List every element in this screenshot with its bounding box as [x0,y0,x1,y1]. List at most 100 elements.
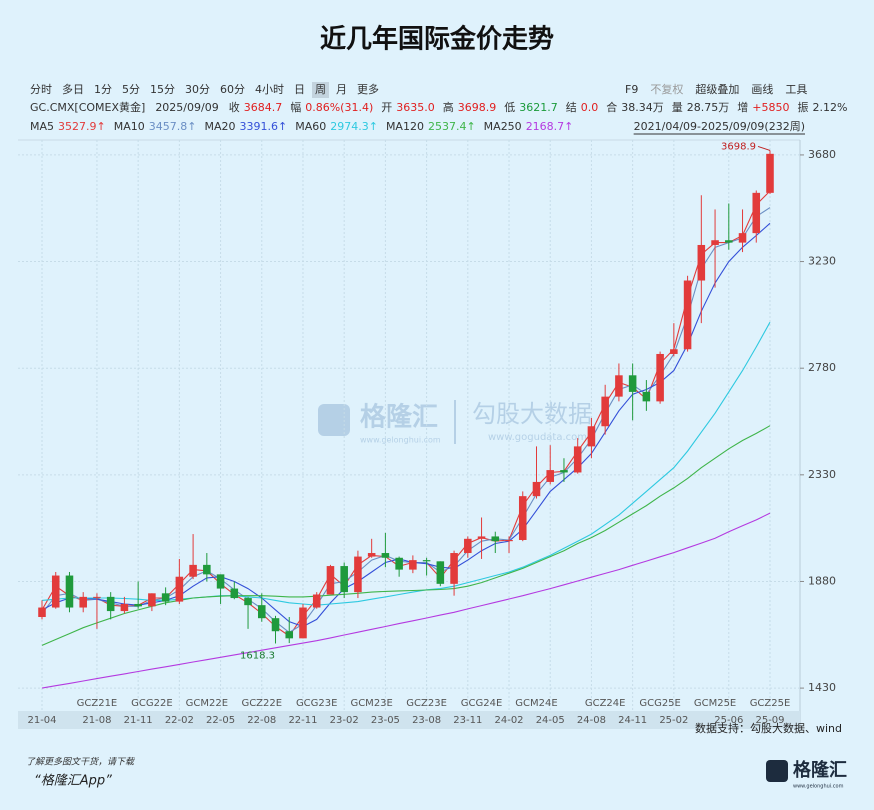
toolbar-item[interactable]: 4小时 [255,83,284,96]
toolbar-item[interactable]: 日 [294,83,305,96]
x-tick-label: 25-02 [659,715,688,726]
x-tick-label: 22-05 [206,715,235,726]
watermark-brand: 格隆汇 [360,402,438,433]
x-tick-label: 25-09 [755,715,784,726]
candle-body [106,596,115,612]
candle-body [326,566,335,595]
y-tick-label: 1880 [808,574,836,587]
candle-body [642,391,651,402]
info-key: 增 [737,100,748,114]
candle-body [725,240,733,243]
candle-body [257,605,266,619]
x-tick-label: 24-11 [618,715,647,726]
candle-body [464,538,472,554]
candle-body [203,564,211,575]
info-key: 低 [504,101,515,114]
candle-body [683,280,692,350]
footer-logo-icon [766,760,788,782]
legend-value: 3527.9↑ [58,120,106,133]
x-tick-label: 24-05 [536,715,565,726]
info-value: 3698.9 [458,101,497,114]
candle-body [65,575,74,608]
watermark-brand-url: www.gelonghui.com [360,436,441,445]
legend-name: MA120 [386,120,424,133]
toolbar-item[interactable]: 周 [315,83,326,96]
info-date: 2025/09/09 [155,101,218,114]
candle-body [175,576,184,602]
contract-label: GCZ21E [77,698,118,709]
candle-body [532,481,541,497]
x-tick-label: 23-05 [371,715,400,726]
toolbar-item[interactable]: 月 [336,83,347,96]
candle-body [518,496,527,540]
toolbar-item[interactable]: 15分 [150,83,175,96]
info-value: 0.0 [581,101,599,114]
footer-line1: 了解更多图文干货，请下载 [26,757,135,768]
info-key: 高 [443,100,454,114]
contract-label: GCZ23E [406,698,447,709]
candle-body [450,553,458,584]
info-value: 3635.0 [396,101,435,114]
watermark-partner-url: www.gogudata.com [488,432,587,443]
candle-body [738,233,747,243]
info-value: 3621.7 [519,101,558,114]
toolbar-item[interactable]: F9 [625,83,638,96]
x-tick-label: 23-02 [330,715,359,726]
ma-line [41,425,771,646]
legend-name: MA5 [30,120,54,133]
watermark-logo [318,404,350,436]
candle-body [381,553,390,558]
toolbar-item[interactable]: 30分 [185,83,210,96]
contract-label: GCG25E [639,698,681,709]
toolbar-item[interactable]: 1分 [94,83,112,96]
x-tick-label: 21-11 [124,715,153,726]
toolbar-item[interactable]: 画线 [751,82,773,96]
candle-body [354,556,362,593]
legend-value: 2974.3↑ [330,120,378,133]
candle-body [436,561,445,584]
legend-name: MA20 [204,120,235,133]
x-tick-label: 22-08 [247,715,276,726]
candle-body [51,575,60,608]
info-value: 28.75万 [687,101,730,114]
candle-body [752,192,761,234]
toolbar-item[interactable]: 5分 [122,83,140,96]
x-tick-label: 21-08 [82,715,111,726]
x-tick-label: 23-08 [412,715,441,726]
candle-body [148,593,156,607]
toolbar-item[interactable]: 更多 [357,82,379,96]
info-key: 结 [566,101,577,114]
candle-body [93,596,101,598]
toolbar-item[interactable]: 多日 [62,82,84,96]
candle-body [573,446,582,473]
candle-body [546,470,555,482]
candle-body [312,594,321,608]
candle-body [120,603,129,612]
toolbar-item[interactable]: 分时 [30,83,52,96]
y-tick-label: 1430 [808,681,836,694]
toolbar-item[interactable]: 60分 [220,83,245,96]
max-label: 3698.9 [721,141,756,152]
info-key: 收 [229,100,240,114]
toolbar-item[interactable]: 工具 [785,83,807,96]
footer-logo-url: www.gelonghui.com [793,784,844,790]
toolbar-item[interactable]: 不复权 [650,82,683,96]
ma-line [41,512,771,689]
info-value: 38.34万 [621,101,664,114]
source: 数据支持：勾股大数据、wind [695,721,842,735]
contract-label: GCM23E [350,698,392,709]
x-tick-label: 23-11 [453,715,482,726]
x-tick-label: 24-02 [494,715,523,726]
legend-value: 3457.8↑ [149,120,197,133]
contract-label: GCZ25E [750,698,791,709]
watermark-partner: 勾股大数据 [472,400,592,428]
toolbar-item[interactable]: 超级叠加 [695,82,739,96]
footer-line2: “格隆汇App” [34,774,112,789]
x-tick-label: 22-11 [288,715,317,726]
candle-body [766,153,774,193]
title: 近几年国际金价走势 [320,24,554,55]
candle-body [697,244,706,281]
candle-body [299,607,307,639]
x-tick-label: 25-06 [714,715,743,726]
